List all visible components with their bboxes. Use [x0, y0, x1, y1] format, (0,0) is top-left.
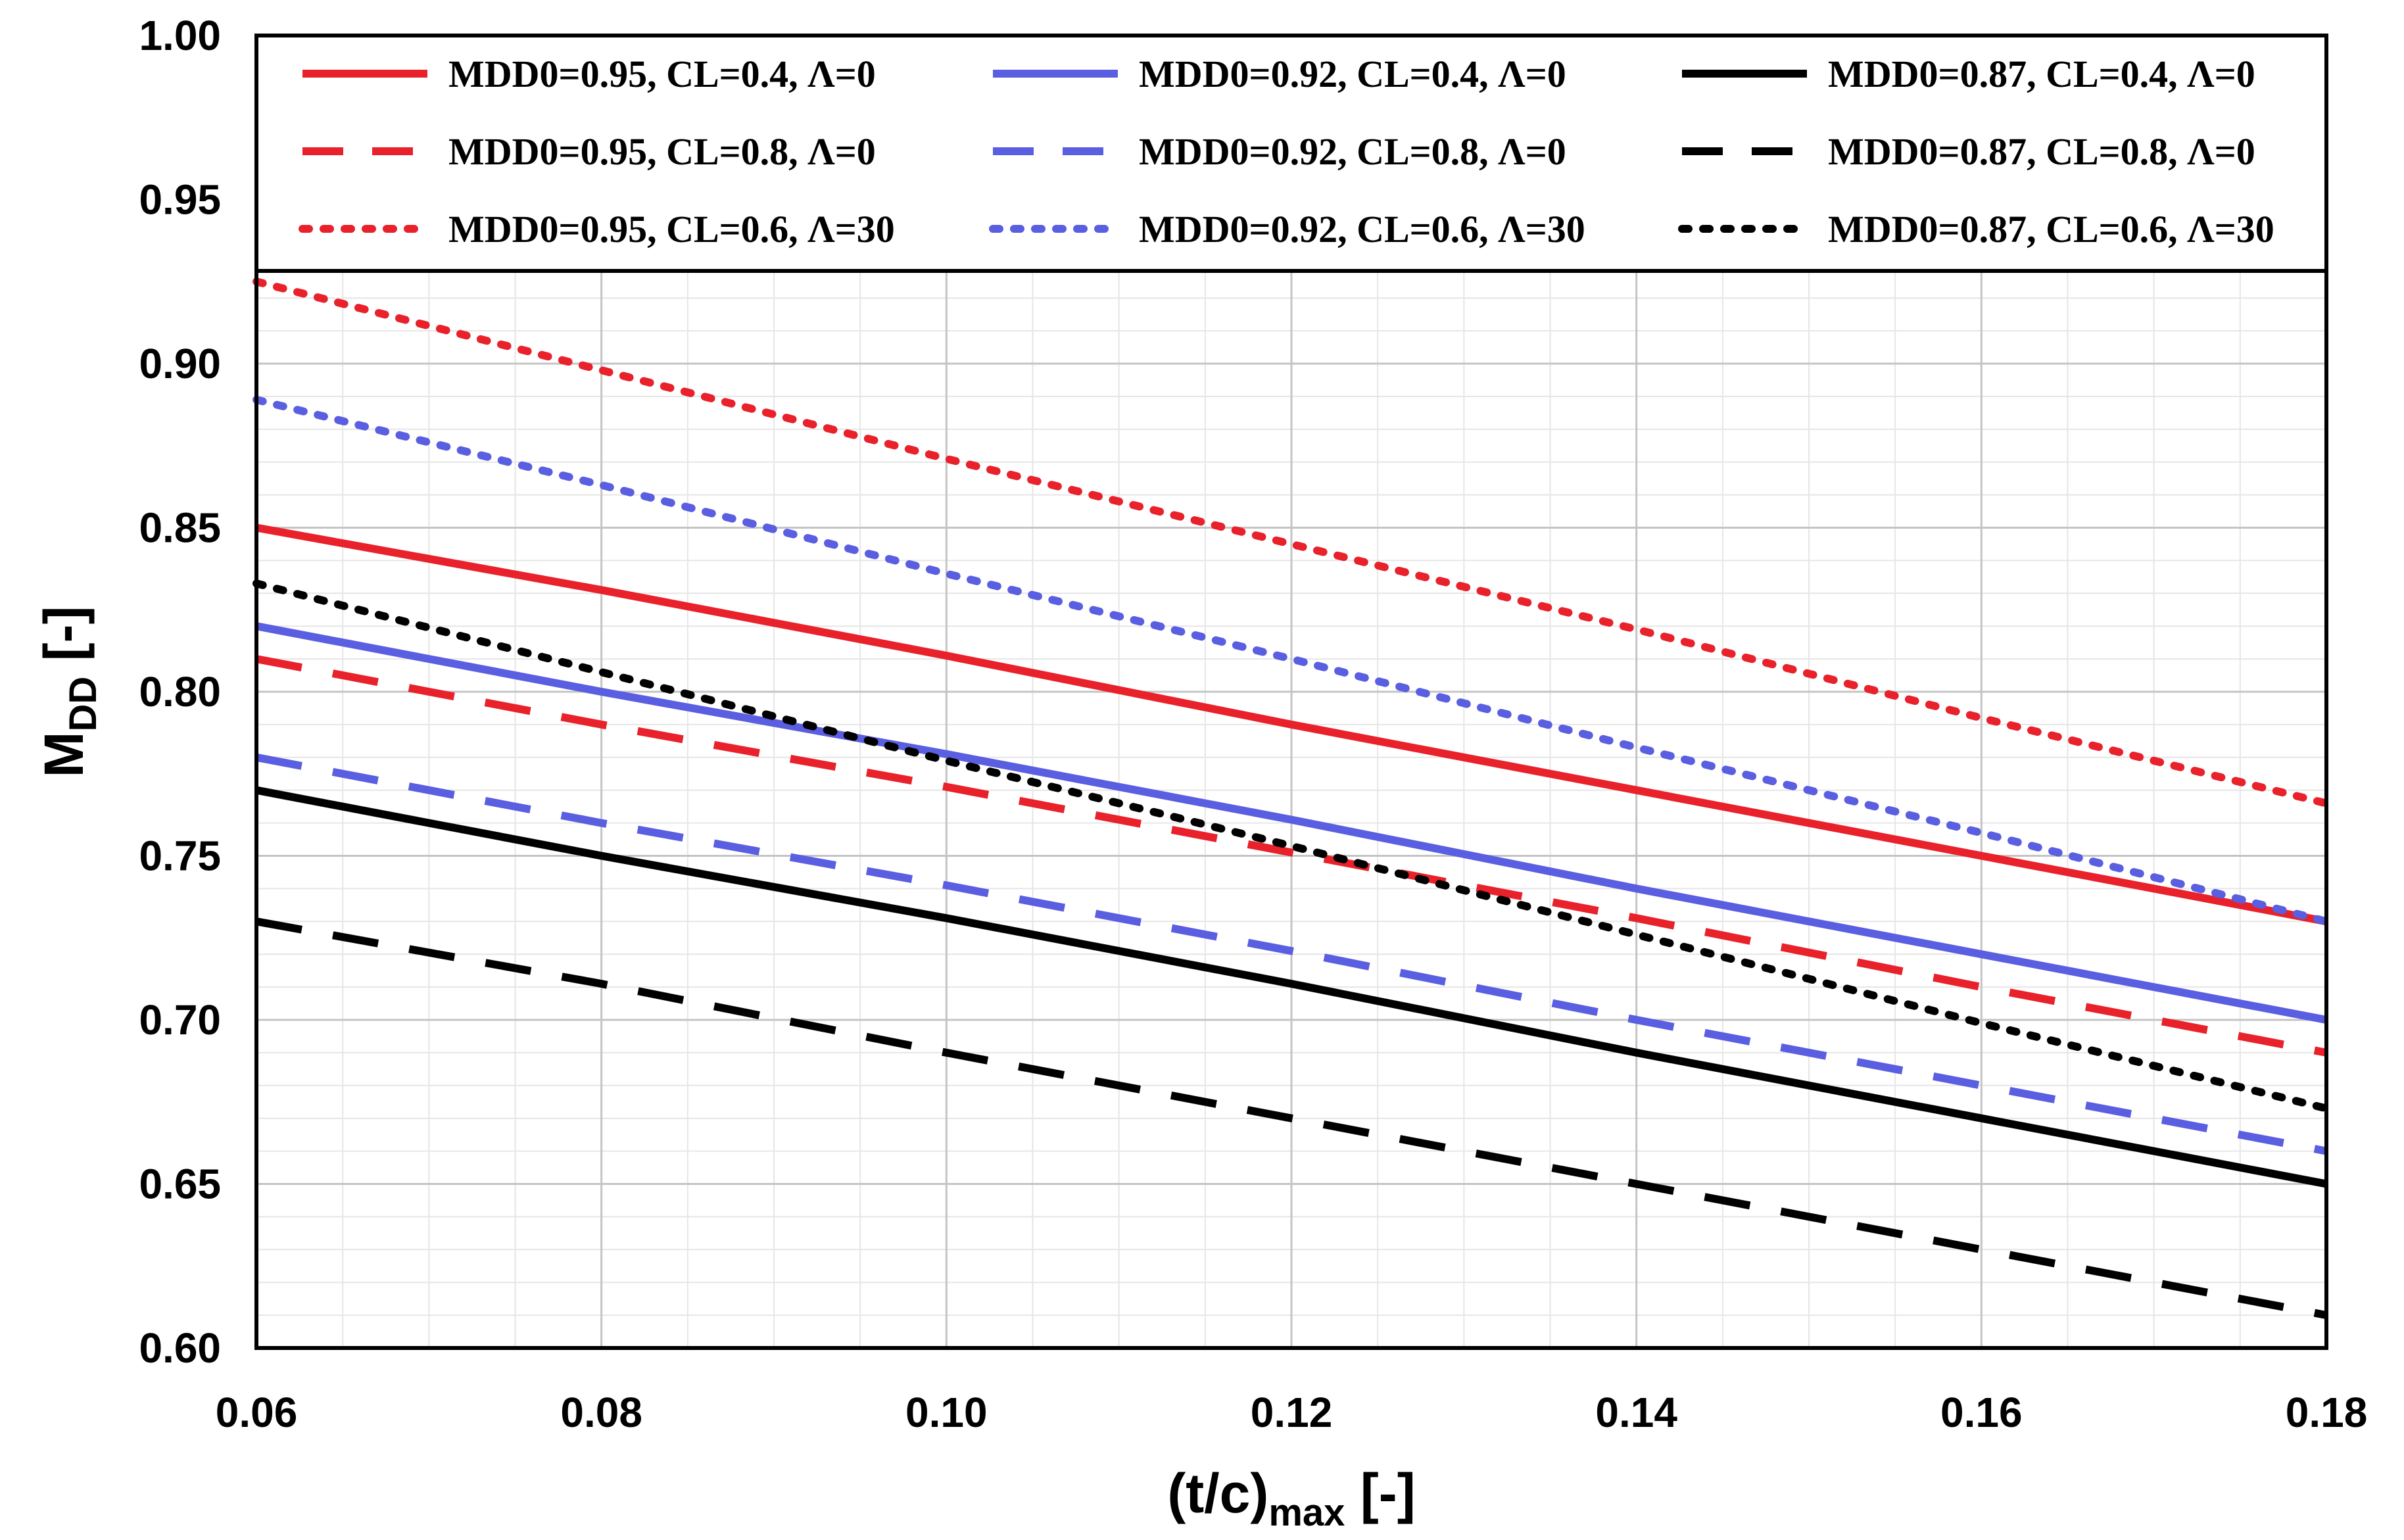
x-tick-label: 0.14 [1595, 1389, 1677, 1436]
tick-labels: 0.06 0.08 0.10 0.12 0.14 0.16 0.18 0.60 0.65 0.70… [139, 12, 2367, 1436]
legend: MDD0=0.95, CL=0.4, Λ=0 MDD0=0.92, CL=0.4,… [256, 36, 2326, 273]
y-tick-label: 0.65 [139, 1161, 221, 1208]
y-tick-label: 0.95 [139, 176, 221, 224]
series-line-6 [255, 917, 2328, 1319]
legend-label: MDD0=0.95, CL=0.4, Λ=0 [448, 53, 876, 95]
x-tick-label: 0.08 [560, 1389, 642, 1436]
legend-label: MDD0=0.92, CL=0.4, Λ=0 [1139, 53, 1566, 95]
series-line-5 [255, 753, 2328, 1155]
legend-background [256, 36, 2326, 271]
series-line-3 [255, 786, 2328, 1188]
series-lines [252, 277, 2330, 1319]
legend-label: MDD0=0.87, CL=0.8, Λ=0 [1828, 130, 2255, 173]
y-axis-title-main: M [33, 732, 95, 778]
y-axis-title-unit: [-] [33, 606, 95, 676]
series-line-7 [252, 277, 2330, 807]
y-tick-label: 0.70 [139, 996, 221, 1044]
y-tick-label: 0.80 [139, 668, 221, 715]
plot-frame [254, 34, 2328, 1350]
y-tick-label: 0.60 [139, 1324, 221, 1372]
x-tick-label: 0.16 [1940, 1389, 2023, 1436]
y-tick-label: 0.75 [139, 832, 221, 880]
x-tick-label: 0.12 [1251, 1389, 1333, 1436]
y-tick-label: 0.90 [139, 340, 221, 387]
legend-label: MDD0=0.95, CL=0.6, Λ=30 [448, 208, 895, 251]
x-axis-title-subscript: max [1268, 1491, 1345, 1534]
legend-label: MDD0=0.87, CL=0.6, Λ=30 [1828, 208, 2274, 251]
x-tick-label: 0.06 [216, 1389, 298, 1436]
x-axis-title-main: (t/c) [1167, 1462, 1268, 1524]
series-line-4 [255, 655, 2328, 1057]
legend-label: MDD0=0.92, CL=0.6, Λ=30 [1139, 208, 1585, 251]
y-axis-title-subscript: DD [62, 677, 105, 732]
series-line-2 [255, 622, 2328, 1024]
y-axis-title: MDD [-] [33, 606, 105, 777]
x-tick-label: 0.18 [2286, 1389, 2368, 1436]
series-line-1 [255, 523, 2328, 926]
x-axis-title: (t/c)max [-] [1167, 1462, 1415, 1534]
y-tick-label: 1.00 [139, 12, 221, 59]
series-line-9 [252, 579, 2330, 1113]
x-axis-title-unit: [-] [1345, 1462, 1415, 1524]
legend-label: MDD0=0.92, CL=0.8, Λ=0 [1139, 130, 1566, 173]
x-tick-label: 0.10 [905, 1389, 988, 1436]
legend-label: MDD0=0.95, CL=0.8, Λ=0 [448, 130, 876, 173]
legend-label: MDD0=0.87, CL=0.4, Λ=0 [1828, 53, 2255, 95]
series-line-8 [252, 395, 2330, 926]
y-tick-label: 0.85 [139, 504, 221, 552]
